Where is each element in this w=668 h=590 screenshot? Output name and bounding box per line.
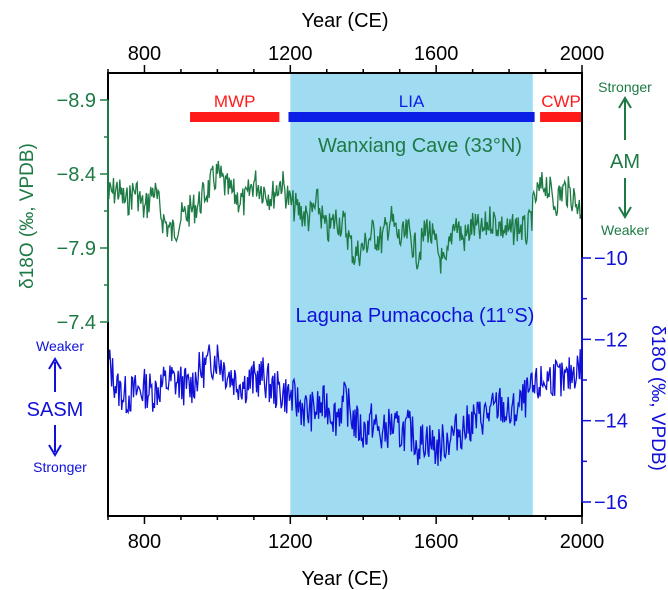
sasm-label: SASM: [27, 399, 84, 421]
right-axis-label: δ18O (‰, VPDB): [647, 325, 668, 471]
x-tick-label-top: 1200: [268, 43, 313, 65]
left-tick-label: −7.9: [57, 238, 96, 260]
sasm-down-arrow-icon: [48, 425, 62, 457]
period-bar-mwp: [190, 112, 280, 122]
period-bars: MWP LIA CWP: [190, 92, 582, 122]
x-tick-label-bottom: 1200: [268, 531, 313, 553]
period-label-cwp: CWP: [541, 92, 581, 111]
period-label-lia: LIA: [399, 92, 425, 111]
right-tick-label: −16: [594, 492, 628, 514]
series-label-pumacocha: Laguna Pumacocha (11°S): [296, 305, 535, 327]
sasm-up-arrow-icon: [48, 357, 62, 392]
am-down-arrow-icon: [618, 178, 632, 219]
x-tick-label-top: 800: [128, 43, 161, 65]
x-tick-label-top: 2000: [560, 43, 605, 65]
left-tick-label: −8.9: [57, 90, 96, 112]
am-up-arrow-icon: [618, 96, 632, 140]
series-line-0: [107, 160, 583, 274]
left-axis-label: δ18O (‰, VPDB): [17, 143, 38, 289]
am-label: AM: [610, 151, 640, 173]
left-tick-label: −7.4: [57, 312, 96, 334]
left-tick-label: −8.4: [57, 164, 96, 186]
x-tick-label-top: 1600: [414, 43, 459, 65]
right-tick-label: −14: [594, 411, 628, 433]
x-tick-label-bottom: 800: [128, 531, 161, 553]
x-tick-label-bottom: 1600: [414, 531, 459, 553]
right-tick-label: −12: [594, 329, 628, 351]
period-label-mwp: MWP: [214, 92, 256, 111]
sasm-weaker-label: Weaker: [36, 338, 84, 354]
series-layer: [107, 160, 583, 466]
right-tick-label: −10: [594, 248, 628, 270]
period-bar-lia: [288, 112, 535, 122]
axes-layer: 800 800 1200 1200 1600 1600 2000 2000 −8.9 −8.4 −7…: [57, 43, 628, 553]
x-axis-label-top: Year (CE): [301, 10, 388, 32]
am-stronger-label: Stronger: [598, 79, 652, 95]
period-bar-cwp: [540, 112, 582, 122]
series-label-wanxiang: Wanxiang Cave (33°N): [318, 135, 522, 157]
sasm-stronger-label: Stronger: [33, 459, 87, 475]
x-axis-label-bottom: Year (CE): [301, 568, 388, 590]
am-weaker-label: Weaker: [601, 222, 649, 238]
x-tick-label-bottom: 2000: [560, 531, 605, 553]
series-line-1: [107, 344, 583, 466]
